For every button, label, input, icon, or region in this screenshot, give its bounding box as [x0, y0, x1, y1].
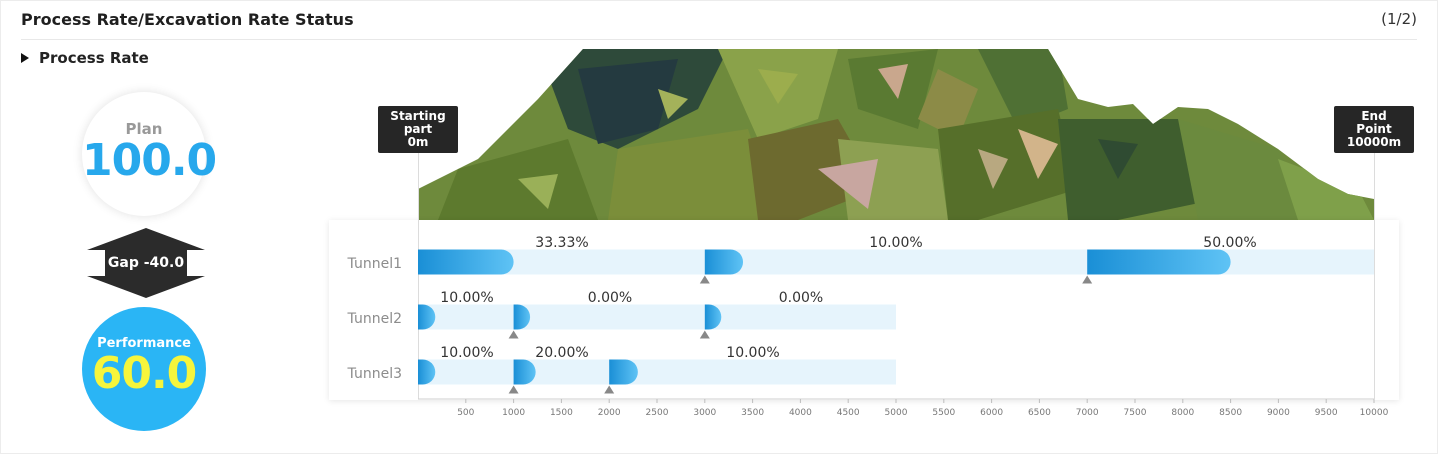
tunnel-label: Tunnel2: [347, 311, 402, 327]
tunnel-track: [418, 359, 896, 385]
position-marker: [508, 385, 519, 394]
progress-bar: [513, 304, 531, 330]
progress-bar: [704, 304, 722, 330]
section-percent-label: 50.00%: [1203, 235, 1256, 251]
section-percent-label: 0.00%: [779, 290, 823, 306]
progress-bar: [704, 249, 744, 275]
section-percent-label: 10.00%: [869, 235, 922, 251]
section-header[interactable]: Process Rate: [21, 49, 149, 67]
gap-badge: Gap -40.0: [87, 228, 205, 298]
x-axis-tick-label: 4500: [837, 408, 860, 418]
start-reference-line: [418, 151, 419, 399]
performance-indicator: Performance 60.0: [82, 307, 206, 431]
position-marker: [699, 275, 710, 284]
progress-bar: [418, 304, 436, 330]
plan-label: Plan: [125, 120, 163, 138]
position-marker: [604, 385, 615, 394]
progress-bar: [418, 249, 514, 275]
double-arrow-icon: [87, 228, 205, 298]
progress-bar: [418, 359, 436, 385]
header-divider: [21, 39, 1417, 40]
x-axis-tick-label: 5500: [932, 408, 955, 418]
x-axis-tick-label: 5000: [885, 408, 908, 418]
section-percent-label: 33.33%: [535, 235, 588, 251]
x-axis-tick-label: 7500: [1124, 408, 1147, 418]
x-axis-tick-label: 1000: [502, 408, 525, 418]
gap-label: Gap -40.0: [107, 255, 185, 271]
progress-bar: [609, 359, 638, 385]
end-marker-line-2: Point: [1356, 122, 1392, 136]
x-axis-tick-label: 8500: [1219, 408, 1242, 418]
x-axis-tick-label: 2000: [598, 408, 621, 418]
progress-bar: [513, 359, 536, 385]
section-percent-label: 10.00%: [440, 290, 493, 306]
x-axis-tick-label: 8000: [1171, 408, 1194, 418]
section-percent-label: 0.00%: [588, 290, 632, 306]
section-label: Process Rate: [39, 49, 149, 67]
tunnel-track: [418, 304, 896, 330]
plan-value: 100.0: [82, 135, 217, 186]
x-axis-tick-label: 3500: [741, 408, 764, 418]
panel-title: Process Rate/Excavation Rate Status: [21, 10, 354, 29]
x-axis-tick-label: 4000: [789, 408, 812, 418]
start-marker-line-1: Starting: [390, 109, 446, 123]
end-point-marker: End Point 10000m: [1334, 106, 1414, 153]
x-axis-tick-label: 6500: [1028, 408, 1051, 418]
end-reference-line: [1374, 151, 1375, 399]
x-axis-tick-label: 9000: [1267, 408, 1290, 418]
caret-right-icon: [21, 53, 29, 63]
x-axis-tick-label: 1500: [550, 408, 573, 418]
pager-indicator[interactable]: (1/2): [1381, 10, 1417, 28]
x-axis-tick-label: 500: [457, 408, 474, 418]
position-marker: [699, 330, 710, 339]
tunnel-label: Tunnel1: [347, 256, 402, 272]
end-marker-line-1: End: [1361, 109, 1387, 123]
progress-bar: [1087, 249, 1231, 275]
section-percent-label: 20.00%: [535, 345, 588, 361]
position-marker: [508, 330, 519, 339]
x-axis-tick-label: 3000: [693, 408, 716, 418]
position-marker: [1082, 275, 1093, 284]
x-axis-tick-label: 7000: [1076, 408, 1099, 418]
plan-indicator: Plan 100.0: [82, 92, 217, 216]
mountain-illustration: [418, 49, 1374, 220]
start-point-marker: Starting part 0m: [378, 106, 458, 153]
performance-label: Performance: [97, 336, 191, 351]
tunnel-label: Tunnel3: [347, 366, 402, 382]
x-axis-tick-label: 6000: [980, 408, 1003, 418]
x-axis-tick-label: 10000: [1360, 408, 1389, 418]
start-marker-line-2: part: [403, 122, 433, 136]
performance-value: 60.0: [91, 348, 198, 399]
start-marker-line-3: 0m: [407, 135, 429, 149]
end-marker-line-3: 10000m: [1346, 135, 1402, 149]
section-percent-label: 10.00%: [440, 345, 493, 361]
section-percent-label: 10.00%: [726, 345, 779, 361]
x-axis-tick-label: 9500: [1315, 408, 1338, 418]
x-axis-tick-label: 2500: [646, 408, 669, 418]
